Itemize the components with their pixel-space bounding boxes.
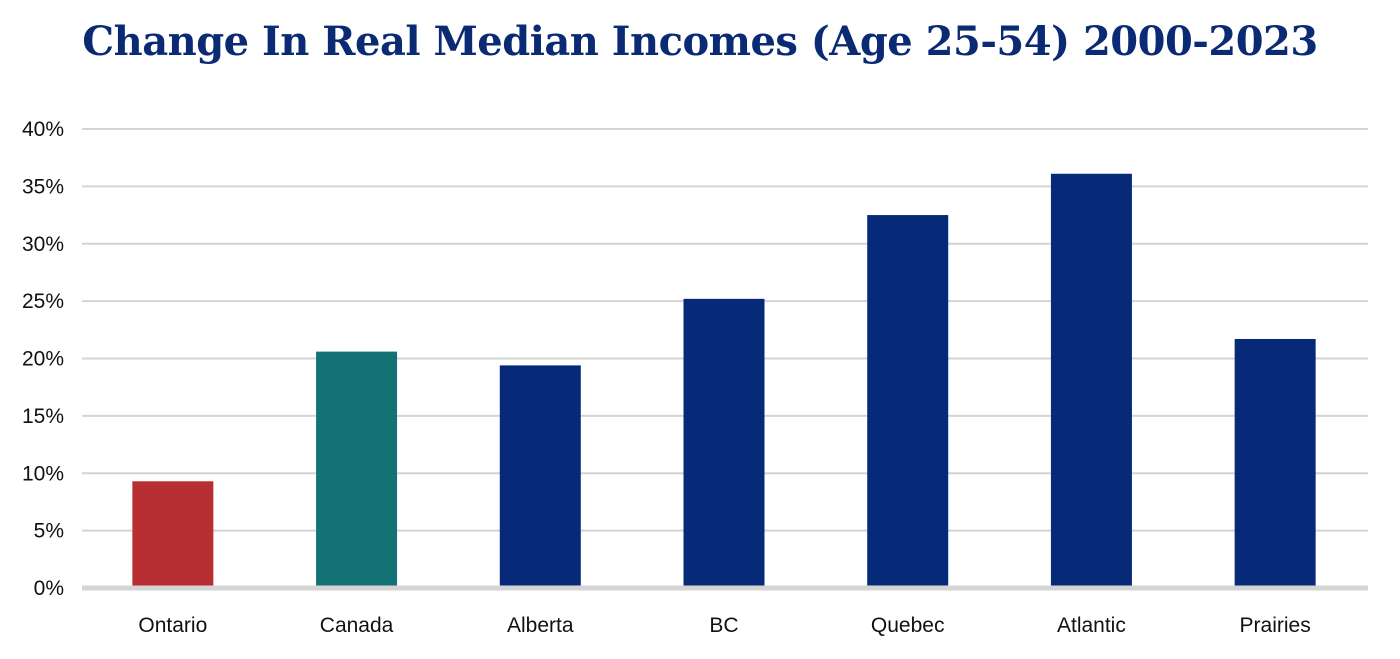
y-tick-label: 10% [22, 462, 64, 485]
y-tick-label: 5% [34, 520, 64, 543]
y-tick-label: 15% [22, 405, 64, 428]
x-category-label: BC [709, 614, 738, 637]
x-category-label: Atlantic [1057, 614, 1126, 637]
y-tick-label: 25% [22, 290, 64, 313]
x-category-label: Canada [320, 614, 394, 637]
x-category-label: Ontario [138, 614, 207, 637]
y-axis-tick-labels: 0% 5% 10% 15% 20% 25% 30% 35% 40% [22, 118, 64, 600]
bar-canada [316, 351, 398, 588]
y-tick-label: 30% [22, 233, 64, 256]
y-tick-label: 35% [22, 175, 64, 198]
bar-quebec [867, 215, 949, 588]
bars [132, 173, 1316, 588]
y-tick-label: 40% [22, 118, 64, 141]
x-axis-category-labels: Ontario Canada Alberta BC Quebec Atlantic Prai… [138, 614, 1310, 637]
bar-bc [683, 298, 765, 588]
bar-atlantic [1050, 173, 1132, 588]
x-category-label: Prairies [1240, 614, 1311, 637]
bar-prairies [1234, 338, 1316, 588]
y-tick-label: 20% [22, 348, 64, 371]
bar-alberta [499, 365, 581, 588]
x-category-label: Alberta [507, 614, 574, 637]
bar-ontario [132, 481, 214, 588]
y-tick-label: 0% [34, 577, 64, 600]
chart-title: Change In Real Median Incomes (Age 25-54… [82, 18, 1318, 65]
x-category-label: Quebec [871, 614, 945, 637]
